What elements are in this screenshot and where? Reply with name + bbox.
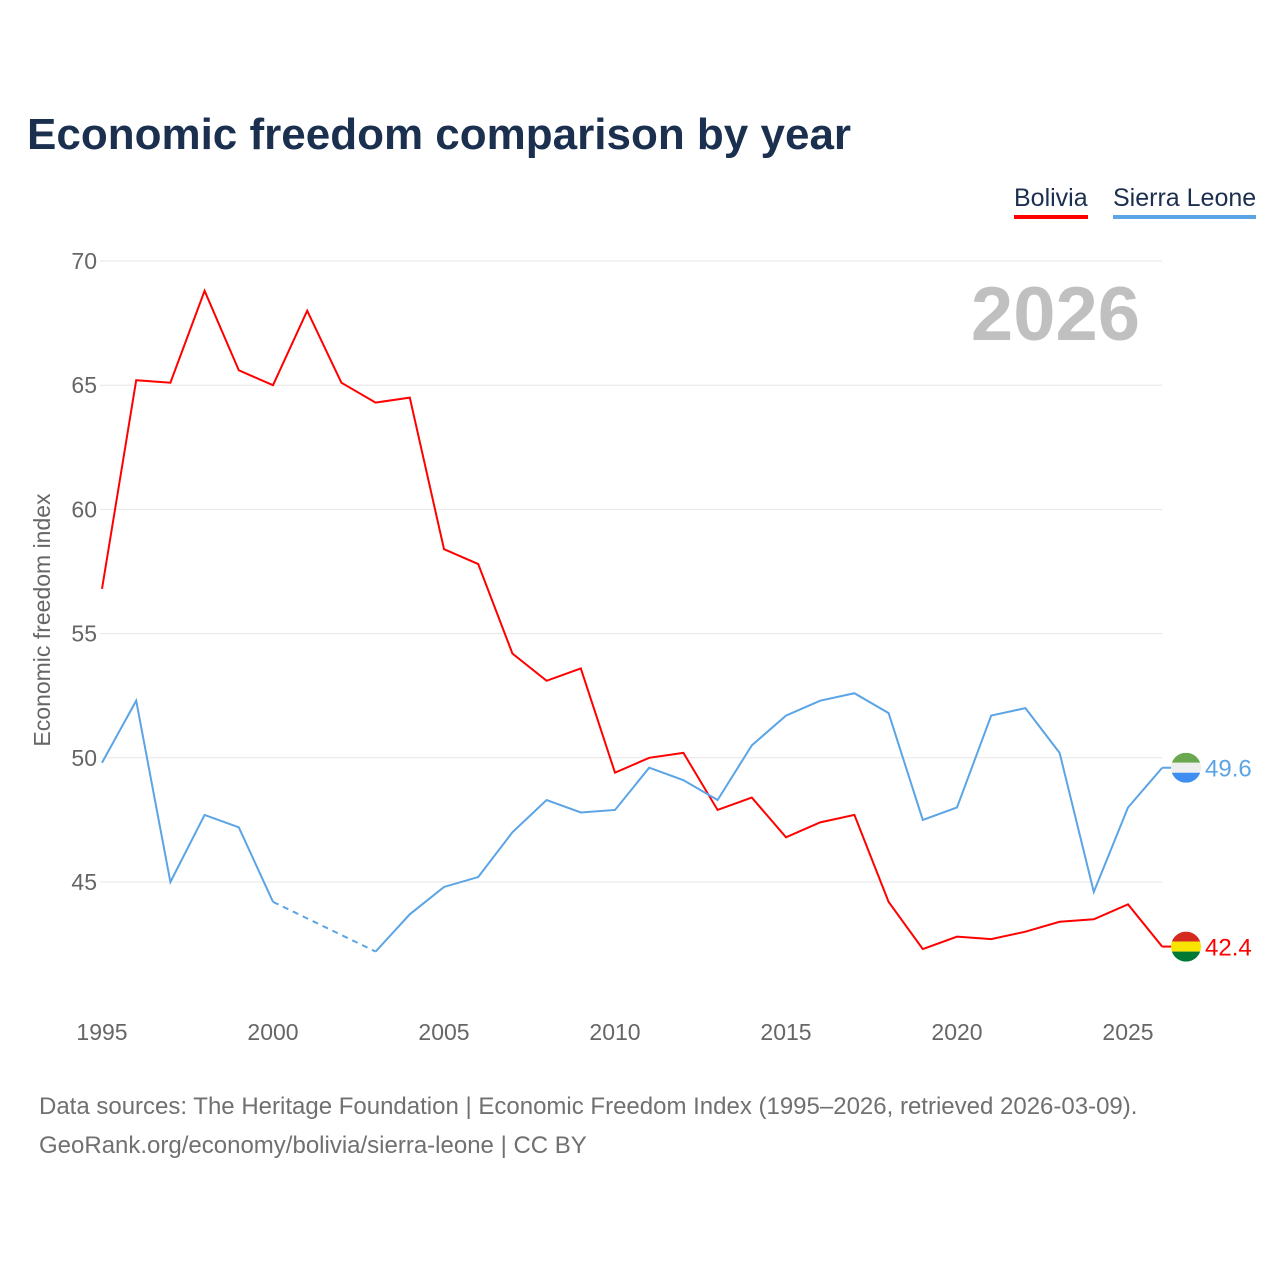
x-tick-label: 2020 xyxy=(931,1019,982,1045)
data-sources: Data sources: The Heritage Foundation | … xyxy=(39,1093,1138,1120)
page-title: Economic freedom comparison by year xyxy=(27,110,852,159)
flag-stripe xyxy=(1171,941,1201,952)
legend-sierra-leone[interactable]: Sierra Leone xyxy=(1113,184,1257,219)
y-tick-label: 60 xyxy=(71,496,97,522)
footer: Data sources: The Heritage Foundation | … xyxy=(39,1087,1137,1165)
flag-stripe xyxy=(1171,772,1201,783)
series-gap-sierra-leone xyxy=(272,900,377,953)
series-line-bolivia xyxy=(101,288,1163,951)
flag-stripe xyxy=(1171,752,1201,763)
end-value-label: 42.4 xyxy=(1205,935,1252,962)
x-tick-label: 2010 xyxy=(589,1019,640,1045)
flag-icon-sierra-leone xyxy=(1171,752,1201,783)
x-tick-label: 2025 xyxy=(1102,1019,1153,1045)
flag-stripe xyxy=(1171,762,1201,773)
y-tick-label: 55 xyxy=(71,621,97,647)
flag-stripe xyxy=(1171,931,1201,942)
source-link[interactable]: GeoRank.org/economy/bolivia/sierra-leone… xyxy=(39,1132,587,1159)
flag-stripe xyxy=(1171,951,1201,962)
flag-icon-bolivia xyxy=(1171,931,1201,962)
series-line-sierra-leone xyxy=(101,697,274,903)
legend-bolivia[interactable]: Bolivia xyxy=(1014,184,1088,219)
y-tick-label: 50 xyxy=(71,745,97,771)
x-tick-label: 2015 xyxy=(760,1019,811,1045)
year-watermark: 2026 xyxy=(971,272,1140,357)
y-axis-label: Economic freedom index xyxy=(29,493,55,747)
y-tick-label: 65 xyxy=(71,372,97,398)
series-line-sierra-leone xyxy=(374,692,1163,953)
end-value-label: 49.6 xyxy=(1205,756,1252,783)
x-tick-label: 1995 xyxy=(76,1019,127,1045)
x-tick-label: 2005 xyxy=(418,1019,469,1045)
y-tick-label: 70 xyxy=(71,248,97,274)
x-tick-label: 2000 xyxy=(247,1019,298,1045)
y-tick-label: 45 xyxy=(71,869,97,895)
